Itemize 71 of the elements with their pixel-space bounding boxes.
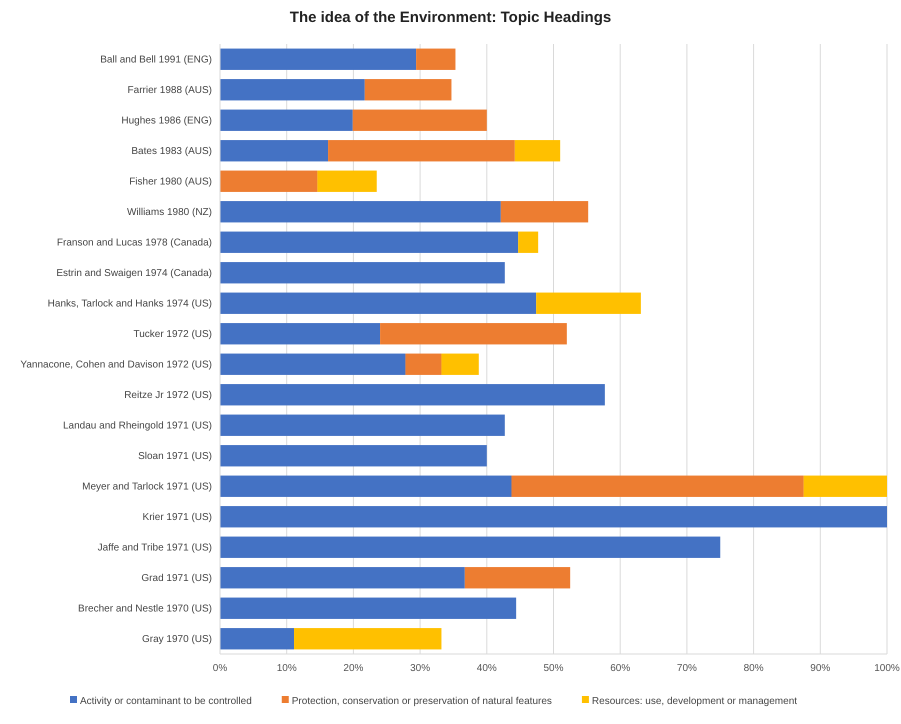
x-tick-label: 0% <box>212 663 228 674</box>
y-tick-label: Landau and Rheingold 1971 (US) <box>63 420 212 432</box>
bar <box>500 201 588 222</box>
legend-label: Resources: use, development or management <box>592 696 798 707</box>
bar <box>220 506 887 528</box>
x-tick-label: 40% <box>476 663 497 674</box>
bar <box>220 232 518 253</box>
bar <box>514 140 560 162</box>
y-tick-label: Brecher and Nestle 1970 (US) <box>78 603 212 614</box>
bar <box>220 48 416 70</box>
x-tick-label: 50% <box>543 663 564 674</box>
bar <box>220 323 380 344</box>
bar <box>328 140 515 162</box>
y-tick-label: Krier 1971 (US) <box>142 512 212 523</box>
bar <box>220 140 328 162</box>
bar <box>464 567 570 588</box>
bar <box>220 170 318 192</box>
y-tick-label: Fisher 1980 (AUS) <box>129 176 212 188</box>
bar <box>220 536 720 558</box>
y-tick-label: Sloan 1971 (US) <box>138 450 212 462</box>
legend-label: Protection, conservation or preservation of natural features <box>292 696 552 707</box>
y-tick-label: Jaffe and Tribe 1971 (US) <box>98 542 212 554</box>
y-tick-label: Grad 1971 (US) <box>141 572 212 584</box>
bar <box>518 232 538 253</box>
bar <box>220 262 505 284</box>
bar <box>405 354 442 375</box>
bar <box>352 110 487 131</box>
y-tick-label: Williams 1980 (NZ) <box>126 206 212 218</box>
bar <box>220 628 294 650</box>
bar <box>220 79 365 100</box>
x-tick-label: 10% <box>276 663 297 674</box>
bar <box>220 567 465 588</box>
x-tick-label: 100% <box>874 663 900 674</box>
y-tick-label: Reitze Jr 1972 (US) <box>124 390 212 401</box>
bar <box>804 476 887 497</box>
bar <box>364 79 452 100</box>
bar <box>220 110 353 131</box>
y-tick-label: Ball and Bell 1991 (ENG) <box>100 54 212 66</box>
bar <box>536 292 641 314</box>
y-tick-label: Yannacone, Cohen and Davison 1972 (US) <box>20 359 212 370</box>
y-tick-label: Estrin and Swaigen 1974 (Canada) <box>56 268 212 279</box>
chart-title: The idea of the Environment: Topic Headings <box>290 9 612 26</box>
x-tick-label: 20% <box>343 663 364 674</box>
bar <box>380 323 567 344</box>
bar <box>317 170 377 192</box>
bar <box>220 201 501 222</box>
bar <box>416 48 456 70</box>
y-tick-label: Hughes 1986 (ENG) <box>121 115 212 126</box>
bar <box>220 445 487 466</box>
bar <box>220 384 605 406</box>
y-tick-label: Hanks, Tarlock and Hanks 1974 (US) <box>48 298 212 310</box>
bar <box>441 354 479 375</box>
x-tick-label: 30% <box>410 663 430 674</box>
x-tick-label: 70% <box>676 663 698 674</box>
bar <box>220 476 512 497</box>
bar <box>220 414 505 436</box>
bar <box>220 292 536 314</box>
x-tick-label: 90% <box>810 663 830 674</box>
x-tick-label: 60% <box>610 663 630 674</box>
legend-label: Activity or contaminant to be controlled <box>80 696 252 707</box>
y-tick-label: Farrier 1988 (AUS) <box>128 84 212 96</box>
bar <box>220 598 516 619</box>
y-tick-label: Franson and Lucas 1978 (Canada) <box>56 237 212 248</box>
y-tick-label: Gray 1970 (US) <box>142 634 212 645</box>
y-tick-label: Tucker 1972 (US) <box>133 328 212 340</box>
y-tick-label: Meyer and Tarlock 1971 (US) <box>82 481 212 492</box>
bar <box>220 354 406 375</box>
y-tick-label: Bates 1983 (AUS) <box>131 146 212 157</box>
bar <box>294 628 442 650</box>
x-tick-label: 80% <box>744 663 764 674</box>
bar <box>511 476 804 497</box>
